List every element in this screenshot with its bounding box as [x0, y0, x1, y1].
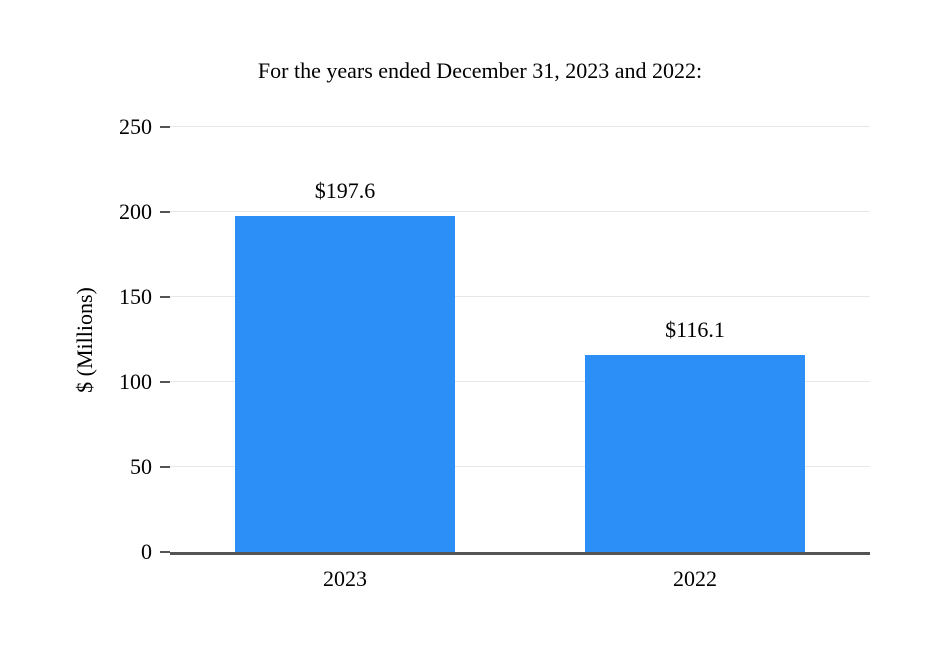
- y-tick-label: 100: [119, 369, 152, 394]
- y-tick-mark: [160, 466, 170, 468]
- x-tick-label: 2022: [673, 566, 717, 591]
- y-tick-label: 50: [130, 454, 152, 479]
- bar-2022: [584, 354, 806, 552]
- gridline: [170, 381, 870, 382]
- y-tick-label: 250: [119, 114, 152, 139]
- y-tick-label: 150: [119, 284, 152, 309]
- y-tick-label: 200: [119, 199, 152, 224]
- x-tick-label: 2023: [323, 566, 367, 591]
- y-tick-mark: [160, 126, 170, 128]
- gridline: [170, 126, 870, 127]
- bar-value-label: $197.6: [314, 178, 376, 204]
- chart-title: For the years ended December 31, 2023 an…: [257, 58, 703, 83]
- y-tick-mark: [160, 551, 170, 553]
- gridline: [170, 296, 870, 297]
- bar-value-label: $116.1: [665, 316, 725, 342]
- gridline: [170, 466, 870, 467]
- y-tick-mark: [160, 296, 170, 298]
- y-tick-mark: [160, 381, 170, 383]
- gridline: [170, 211, 870, 212]
- plot-area: 0 50 100 150 200 250 $197.6 2023 $116.1 2022: [119, 116, 870, 591]
- y-tick-label: 0: [141, 539, 152, 564]
- bar-2023: [234, 216, 456, 552]
- y-tick-mark: [160, 211, 170, 213]
